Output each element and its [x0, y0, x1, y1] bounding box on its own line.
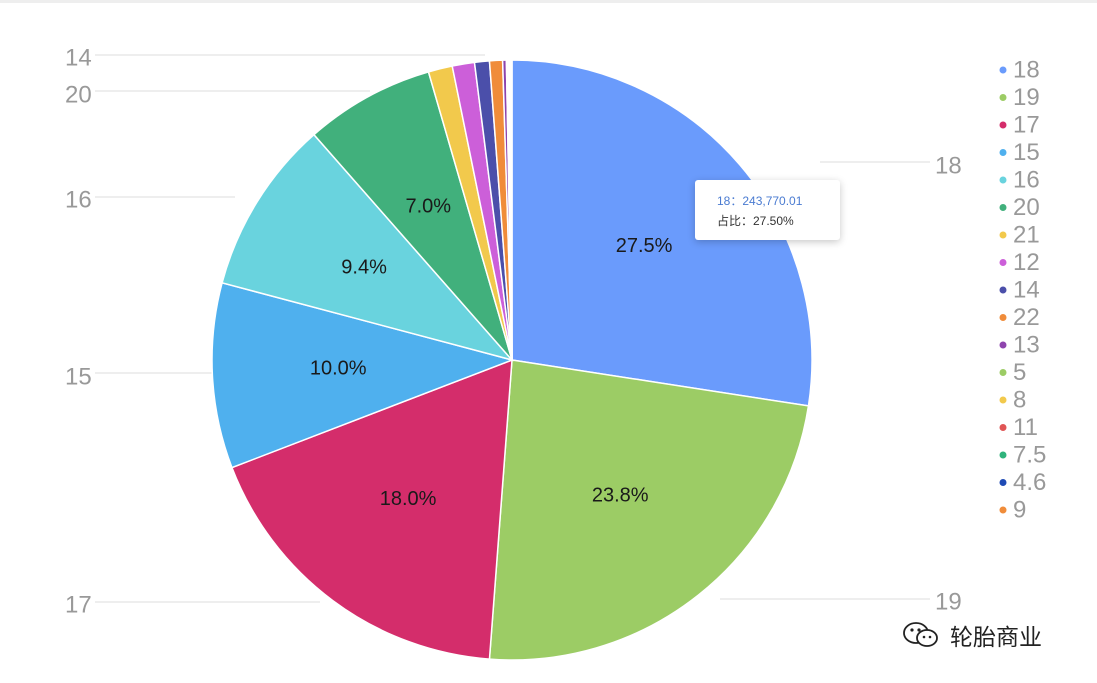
legend-label-9: 9: [1013, 496, 1026, 523]
legend-item-7-5[interactable]: 7.5: [999, 441, 1047, 468]
legend-marker-21: [999, 231, 1007, 239]
legend-marker-4-6: [999, 479, 1007, 486]
watermark-text: 轮胎商业: [950, 625, 1042, 651]
slice-18[interactable]: [511, 59, 813, 407]
legend-marker-19: [999, 94, 1007, 101]
legend-item-8[interactable]: 8: [999, 386, 1027, 413]
slice-17[interactable]: [230, 358, 513, 660]
legend-label-22: 22: [1013, 304, 1040, 331]
legend-item-19[interactable]: 19: [999, 84, 1040, 111]
leader-lines: [95, 54, 930, 603]
legend-item-14[interactable]: 14: [999, 276, 1040, 303]
slice-15[interactable]: [211, 281, 515, 469]
legend-marker-15: [999, 149, 1007, 156]
legend-marker-11: [999, 424, 1007, 431]
legend-label-11: 11: [1013, 414, 1038, 441]
tooltip-value: 18：243,770.01: [717, 194, 803, 208]
data-label-16: 9.4%: [341, 257, 387, 279]
legend-label-8: 8: [1013, 386, 1026, 413]
legend-item-4-6[interactable]: 4.6: [999, 469, 1047, 496]
data-label-19: 23.8%: [592, 485, 649, 507]
data-label-18: 27.5%: [616, 235, 673, 257]
outer-label-15: 15: [65, 363, 92, 390]
outer-label-19: 19: [935, 588, 962, 615]
legend-item-16[interactable]: 16: [999, 166, 1040, 193]
legend-item-9[interactable]: 9: [999, 496, 1027, 523]
data-label-15: 10.0%: [310, 358, 367, 380]
legend-item-20[interactable]: 20: [999, 194, 1040, 221]
legend-label-19: 19: [1013, 84, 1040, 111]
legend-marker-16: [999, 176, 1007, 184]
legend-item-12[interactable]: 12: [999, 249, 1040, 276]
tooltip: 18：243,770.01 占比：27.50%: [695, 180, 840, 240]
legend-marker-14: [999, 286, 1007, 294]
legend-label-18: 18: [1013, 56, 1040, 83]
legend-label-15: 15: [1013, 139, 1040, 166]
data-label-20: 7.0%: [406, 196, 452, 218]
legend-item-17[interactable]: 17: [999, 111, 1040, 138]
data-label-17: 18.0%: [380, 488, 437, 510]
watermark: 轮胎商业: [902, 618, 1042, 652]
legend-label-7-5: 7.5: [1013, 441, 1046, 468]
outer-label-20: 20: [65, 81, 92, 108]
legend-item-21[interactable]: 21: [999, 221, 1040, 248]
legend-label-13: 13: [1013, 331, 1040, 358]
slice-9[interactable]: [510, 59, 513, 361]
legend-label-21: 21: [1013, 221, 1040, 248]
slice-20[interactable]: [312, 70, 513, 361]
legend-item-11[interactable]: 11: [999, 414, 1038, 441]
tooltip-share: 占比：27.50%: [717, 214, 794, 228]
legend-marker-22: [999, 314, 1007, 321]
legend-label-14: 14: [1013, 276, 1040, 303]
legend-label-5: 5: [1013, 359, 1026, 386]
pie-slices: [211, 59, 813, 661]
legend-marker-5: [999, 369, 1007, 376]
legend-marker-17: [999, 121, 1007, 129]
outer-label-17: 17: [65, 591, 92, 618]
legend-marker-7-5: [999, 451, 1007, 459]
slice-19[interactable]: [488, 359, 810, 661]
outer-label-18: 18: [935, 152, 962, 179]
legend-marker-12: [999, 259, 1007, 266]
slice-16[interactable]: [221, 133, 515, 362]
legend-marker-9: [999, 506, 1007, 514]
legend-label-4-6: 4.6: [1013, 469, 1046, 496]
legend-label-20: 20: [1013, 194, 1040, 221]
outer-label-14: 14: [65, 44, 92, 71]
slice-data-labels: 27.5% 23.8% 18.0% 10.0% 9.4% 7.0%: [310, 196, 673, 510]
outer-labels: 18 19 17 15 16 20 14: [65, 44, 962, 618]
legend-marker-8: [999, 396, 1007, 404]
legend-label-12: 12: [1013, 249, 1040, 276]
legend-marker-20: [999, 204, 1007, 211]
outer-label-16: 16: [65, 186, 92, 213]
legend-item-18[interactable]: 18: [999, 56, 1040, 83]
legend-item-22[interactable]: 22: [999, 304, 1040, 331]
legend-label-16: 16: [1013, 166, 1040, 193]
legend-marker-18: [999, 66, 1007, 74]
legend-item-13[interactable]: 13: [999, 331, 1040, 358]
legend-item-15[interactable]: 15: [999, 139, 1040, 166]
wechat-icon: [903, 622, 938, 647]
legend-marker-13: [999, 341, 1007, 349]
legend-item-5[interactable]: 5: [999, 359, 1027, 386]
legend-label-17: 17: [1013, 111, 1040, 138]
